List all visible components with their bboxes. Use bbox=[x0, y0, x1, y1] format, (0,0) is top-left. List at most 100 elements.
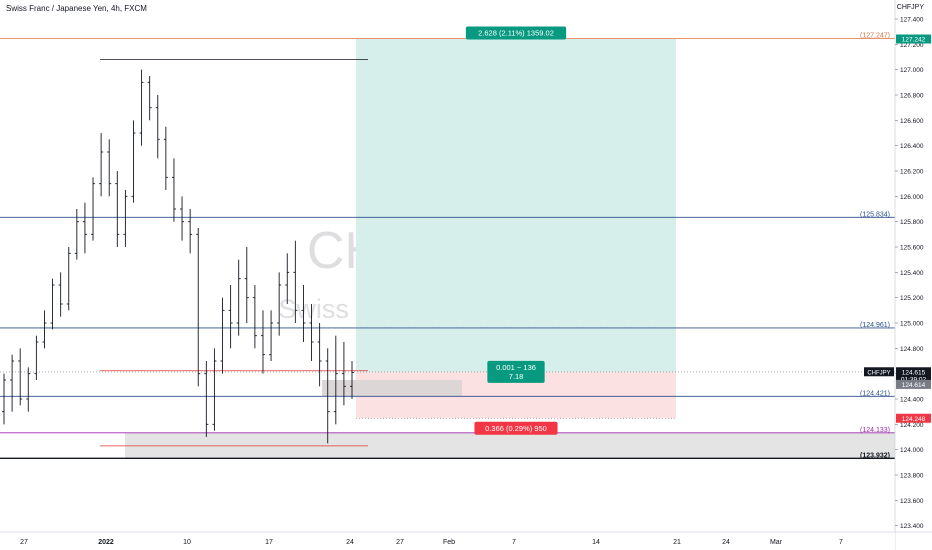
candle bbox=[269, 310, 274, 361]
candle bbox=[66, 247, 71, 311]
candle bbox=[317, 323, 322, 387]
price-axis bbox=[895, 0, 932, 550]
candle bbox=[34, 335, 39, 380]
candle bbox=[163, 126, 168, 190]
time-tick-label: 24 bbox=[722, 539, 730, 546]
candle bbox=[147, 76, 152, 121]
price-tick-label: 125.400 bbox=[900, 270, 924, 277]
level-label: (123.932) bbox=[860, 452, 890, 459]
price-tick-label: 125.800 bbox=[900, 219, 924, 226]
price-tick-label: 126.400 bbox=[900, 143, 924, 150]
time-tick-label: 27 bbox=[396, 539, 404, 546]
candle bbox=[196, 228, 201, 387]
candle bbox=[260, 310, 265, 374]
time-tick-label: 21 bbox=[673, 539, 681, 546]
candle bbox=[333, 335, 338, 425]
candle bbox=[341, 342, 346, 406]
profit-label: 2.628 (2.11%) 1359.02 bbox=[465, 26, 567, 40]
time-axis bbox=[0, 532, 895, 550]
candle bbox=[204, 361, 209, 437]
candle bbox=[212, 348, 217, 431]
candle bbox=[42, 310, 47, 349]
candle bbox=[244, 247, 249, 323]
time-tick-label: Mar bbox=[770, 539, 783, 546]
price-badge-bg bbox=[896, 367, 931, 384]
time-tick-label: 27 bbox=[20, 539, 28, 546]
candle bbox=[188, 209, 193, 254]
price-tick-label: 125.600 bbox=[900, 245, 924, 252]
price-badge: 124.248 bbox=[896, 413, 931, 423]
price-tick-label: 124.000 bbox=[900, 447, 924, 454]
price-tick-label: 126.800 bbox=[900, 93, 924, 100]
candle bbox=[50, 278, 55, 330]
price-tick-label: 127.200 bbox=[900, 42, 924, 49]
candle bbox=[277, 272, 282, 336]
price-tick-label: 124.800 bbox=[900, 346, 924, 353]
level-label: (124.421) bbox=[860, 390, 890, 397]
candle bbox=[74, 209, 79, 260]
price-badge-text: 124.248 bbox=[902, 416, 926, 423]
risk-reward-label-bg bbox=[487, 360, 545, 383]
candle bbox=[171, 158, 176, 222]
candle bbox=[10, 354, 15, 412]
price-badge-countdown: 01:39:02 bbox=[901, 376, 927, 383]
time-tick-label: 24 bbox=[346, 539, 354, 546]
candle bbox=[180, 196, 185, 241]
price-badge: 127.242 bbox=[896, 34, 931, 44]
time-tick-label: 14 bbox=[592, 539, 600, 546]
candle bbox=[350, 361, 354, 399]
price-badge-text: 124.615 bbox=[902, 369, 926, 376]
symbol-badge-bg bbox=[864, 367, 894, 377]
time-tick-label: 10 bbox=[183, 539, 191, 546]
candle bbox=[301, 285, 306, 342]
loss-label-bg bbox=[474, 421, 558, 435]
candle bbox=[82, 202, 87, 254]
price-badge-text: 124.614 bbox=[902, 382, 926, 389]
price-badge: 124.614 bbox=[896, 379, 931, 389]
price-tick-label: 124.200 bbox=[900, 422, 924, 429]
symbol-corner-button[interactable]: CHFJPY bbox=[896, 4, 924, 11]
time-tick-label: 7 bbox=[512, 539, 516, 546]
symbol-title[interactable]: Swiss Franc / Japanese Yen, 4h, FXCM bbox=[6, 4, 147, 13]
candle bbox=[252, 285, 257, 349]
candle bbox=[115, 171, 120, 247]
price-tick-label: 123.800 bbox=[900, 473, 924, 480]
profit-zone bbox=[356, 39, 676, 372]
candle bbox=[293, 240, 298, 323]
candle bbox=[107, 139, 112, 197]
price-tick-label: 126.200 bbox=[900, 169, 924, 176]
level-label: (125.834) bbox=[860, 211, 890, 218]
candle bbox=[18, 348, 23, 406]
loss-label-text: 0.366 (0.29%) 950 bbox=[485, 424, 547, 433]
time-tick-label: Feb bbox=[443, 539, 455, 546]
price-tick-label: 126.600 bbox=[900, 118, 924, 125]
level-label: (127.247) bbox=[860, 32, 890, 39]
candle bbox=[91, 177, 96, 241]
candle bbox=[123, 190, 128, 247]
supply-box bbox=[322, 380, 462, 397]
loss-label: 0.366 (0.29%) 950 bbox=[474, 421, 558, 435]
price-tick-label: 127.000 bbox=[900, 67, 924, 74]
candle bbox=[58, 272, 63, 317]
candle bbox=[99, 133, 104, 197]
level-label: (124.961) bbox=[860, 322, 890, 329]
price-badge-bg bbox=[896, 379, 931, 389]
candle bbox=[220, 297, 225, 374]
price-badge-text: 127.242 bbox=[902, 37, 926, 44]
price-tick-label: 127.400 bbox=[900, 17, 924, 24]
candle bbox=[131, 120, 136, 203]
price-badge-bg bbox=[896, 34, 931, 44]
time-tick-label: 2022 bbox=[98, 539, 114, 546]
candle bbox=[309, 304, 314, 361]
price-tick-label: 125.000 bbox=[900, 321, 924, 328]
symbol-badge-text: CHFJPY bbox=[867, 370, 890, 376]
price-tick-label: 123.400 bbox=[900, 523, 924, 530]
level-label: (124.133) bbox=[860, 427, 890, 434]
risk-reward-label-text: 0.001 ~ 136 bbox=[496, 363, 536, 372]
candle bbox=[139, 69, 144, 146]
price-badge-bg bbox=[896, 413, 931, 423]
risk-reward-label-text: 7.18 bbox=[509, 372, 524, 381]
